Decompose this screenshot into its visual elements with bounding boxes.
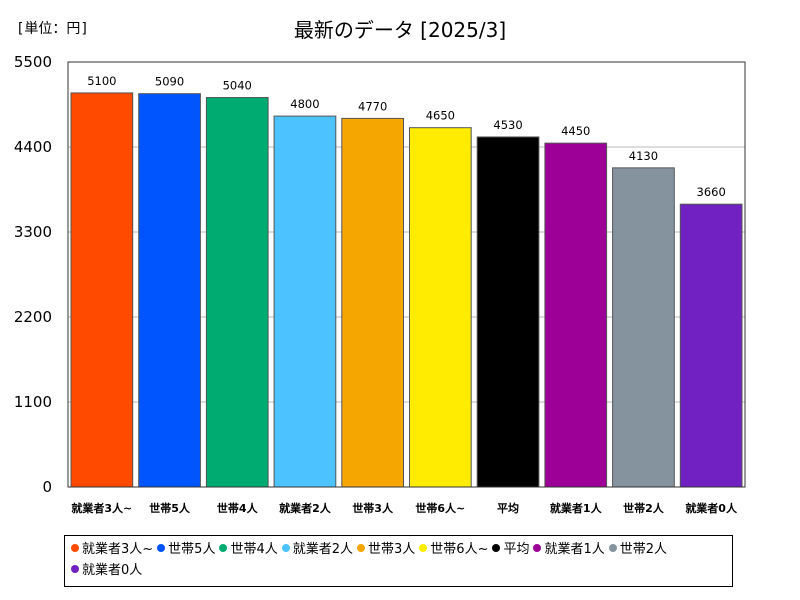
bar <box>138 93 201 488</box>
legend-marker <box>281 544 290 552</box>
bar <box>205 97 269 488</box>
y-tick-label: 0 <box>42 478 52 496</box>
legend-marker <box>608 544 617 552</box>
legend-label: 就業者3人~ <box>82 542 154 557</box>
legend-marker <box>492 544 501 552</box>
legend-label: 世帯4人 <box>230 542 278 557</box>
legend-item: 就業者1人 <box>533 539 605 560</box>
data-label: 5090 <box>155 75 184 89</box>
bar <box>341 117 404 488</box>
data-label: 4530 <box>493 118 522 132</box>
legend-marker <box>71 544 79 552</box>
legend-label: 就業者1人 <box>544 542 605 557</box>
chart-title: 最新のデータ [2025/3] <box>293 18 507 42</box>
y-tick-label: 4400 <box>14 138 52 156</box>
legend-label: 世帯6人~ <box>430 542 489 557</box>
unit-label: [単位：円] <box>16 21 89 37</box>
bar <box>679 203 743 488</box>
x-tick-label: 就業者2人 <box>279 501 332 515</box>
legend-item: 就業者3人~ <box>71 539 153 560</box>
x-tick-label: 就業者3人~ <box>71 501 132 515</box>
data-label: 5100 <box>87 74 116 88</box>
legend-item: 就業者2人 <box>281 539 354 560</box>
legend-label: 平均 <box>503 542 530 557</box>
legend-marker <box>357 544 366 552</box>
x-tick-label: 世帯2人 <box>623 501 665 515</box>
y-tick-label: 5500 <box>14 53 52 71</box>
x-tick-label: 世帯5人 <box>149 501 191 515</box>
legend-label: 世帯3人 <box>368 542 416 557</box>
bar <box>612 167 675 488</box>
y-tick-label: 2200 <box>14 308 52 326</box>
bar <box>409 127 472 488</box>
legend-marker <box>219 544 228 552</box>
data-label: 4650 <box>426 109 455 123</box>
legend-marker <box>157 544 166 552</box>
legend-item: 世帯6人~ <box>419 539 488 560</box>
bar <box>544 142 608 488</box>
legend-item: 世帯5人 <box>157 539 215 560</box>
data-label: 4130 <box>629 149 658 163</box>
data-label: 4800 <box>290 97 319 111</box>
legend-item: 世帯2人 <box>608 539 668 560</box>
chart-legend: 就業者3人~ 世帯5人 世帯4人 就業者2人 世帯3人 世帯6人~ 平均 就業者1人 世帯2人就… <box>64 535 733 587</box>
data-label: 4450 <box>561 124 590 138</box>
y-tick-label: 3300 <box>14 223 52 241</box>
bar <box>273 115 337 488</box>
legend-marker <box>71 565 79 573</box>
legend-label: 就業者0人 <box>82 563 143 578</box>
legend-marker <box>533 544 542 552</box>
x-tick-label: 就業者1人 <box>550 501 603 515</box>
bar <box>70 92 134 488</box>
legend-label: 世帯2人 <box>619 542 668 557</box>
legend-item: 就業者0人 <box>71 560 142 581</box>
x-tick-label: 世帯3人 <box>352 501 394 515</box>
legend-label: 就業者2人 <box>292 542 354 557</box>
data-label: 3660 <box>697 185 726 199</box>
x-tick-label: 就業者0人 <box>685 501 738 515</box>
bar-chart: 0 1100 2200 3300 4400 5500 5100 就業者3人~ 5090 世帯5人 5… <box>14 53 746 515</box>
legend-marker <box>419 544 428 552</box>
data-label: 4770 <box>358 99 387 113</box>
y-tick-label: 1100 <box>14 393 52 411</box>
x-tick-label: 世帯6人~ <box>415 501 465 515</box>
x-tick-label: 平均 <box>497 501 519 515</box>
data-label: 5040 <box>223 79 252 93</box>
legend-item: 平均 <box>492 539 529 560</box>
legend-item: 世帯3人 <box>357 539 415 560</box>
bar <box>476 136 540 488</box>
plot-frame <box>67 61 746 488</box>
legend-label: 世帯5人 <box>168 542 216 557</box>
legend-item: 世帯4人 <box>219 539 278 560</box>
x-tick-label: 世帯4人 <box>217 501 259 515</box>
